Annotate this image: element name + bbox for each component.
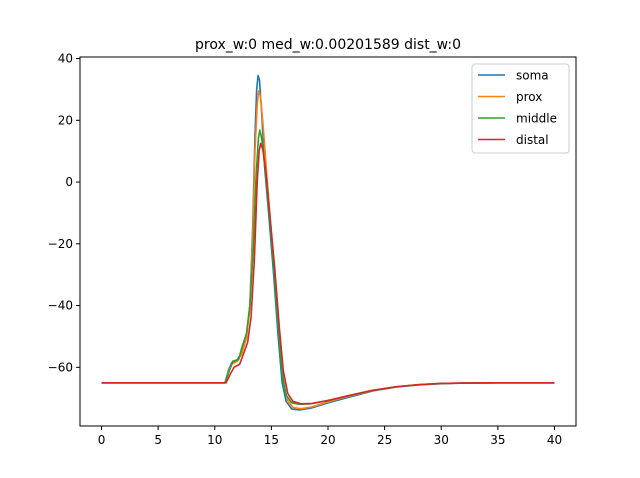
- y-tick-label: −20: [48, 237, 73, 251]
- series-line-distal: [101, 142, 555, 405]
- legend-items: soma prox middle distal: [478, 69, 557, 147]
- plot-frame: [79, 56, 577, 427]
- x-tick-label: 10: [207, 433, 222, 447]
- y-axis-ticks: 40 20 0 −20 −40 −60: [48, 52, 80, 374]
- x-tick-label: 35: [490, 433, 505, 447]
- legend-label-prox: prox: [516, 90, 542, 104]
- x-tick-label: 5: [154, 433, 162, 447]
- y-tick-label: 0: [65, 175, 73, 189]
- x-axis-ticks: 0 5 10 15 20 25 30 35 40: [98, 426, 562, 447]
- y-tick-label: 20: [58, 113, 73, 127]
- x-tick-label: 40: [547, 433, 562, 447]
- legend-label-middle: middle: [516, 112, 557, 126]
- x-tick-label: 20: [320, 433, 335, 447]
- legend: soma prox middle distal: [471, 63, 570, 154]
- x-tick-label: 0: [98, 433, 106, 447]
- y-tick-label: −60: [48, 360, 73, 374]
- plot-area: [101, 74, 555, 411]
- x-tick-label: 30: [434, 433, 449, 447]
- x-tick-label: 25: [377, 433, 392, 447]
- legend-label-soma: soma: [516, 69, 549, 83]
- legend-label-distal: distal: [516, 133, 549, 147]
- chart-title: prox_w:0 med_w:0.00201589 dist_w:0: [195, 37, 461, 53]
- series-layer: [101, 74, 555, 411]
- legend-box: [471, 63, 570, 154]
- y-tick-label: 40: [58, 52, 73, 66]
- y-tick-label: −40: [48, 299, 73, 313]
- x-tick-label: 15: [264, 433, 279, 447]
